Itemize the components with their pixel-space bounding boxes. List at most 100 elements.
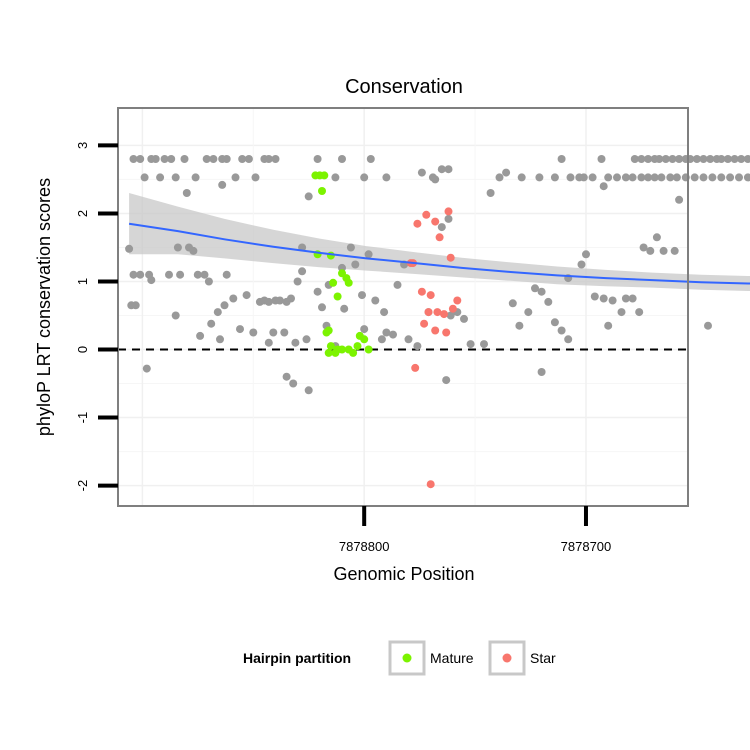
data-point (204, 277, 213, 286)
data-point (668, 155, 677, 163)
data-point (413, 219, 422, 228)
data-point (360, 173, 369, 182)
data-point (435, 233, 444, 242)
data-point (706, 155, 715, 163)
y-tick-label: -2 (75, 480, 90, 492)
data-point (193, 270, 202, 279)
data-point (657, 173, 666, 182)
data-point (167, 155, 176, 163)
data-point (393, 280, 402, 289)
data-point (264, 155, 273, 163)
data-point (426, 480, 435, 489)
data-point (320, 171, 329, 180)
data-point (360, 335, 369, 344)
data-point (231, 173, 240, 182)
data-point (165, 270, 173, 279)
data-point (437, 165, 446, 174)
legend-label: Mature (430, 650, 474, 666)
plot-area (117, 107, 750, 507)
data-point (630, 155, 639, 163)
data-point (338, 345, 346, 354)
data-point (382, 328, 391, 337)
data-point (444, 214, 453, 223)
data-point (422, 210, 431, 219)
chart-title: Conservation (345, 76, 463, 98)
legend-entry-mature: Mature (388, 640, 474, 676)
y-tick-label: 3 (75, 142, 90, 149)
data-point (242, 291, 251, 300)
data-point (129, 155, 138, 163)
y-tick-label: 1 (75, 278, 90, 285)
data-point (637, 173, 646, 182)
data-point (743, 173, 750, 182)
data-point (236, 325, 244, 334)
data-point (151, 155, 160, 163)
data-point (420, 319, 429, 328)
data-point (655, 155, 664, 163)
data-point (515, 321, 524, 330)
data-point (136, 155, 145, 163)
data-point (287, 294, 295, 303)
data-point (140, 173, 149, 182)
data-point (351, 260, 360, 269)
data-point (628, 173, 637, 182)
smooth-curve (128, 222, 750, 285)
data-point (466, 340, 475, 349)
data-point (440, 310, 448, 319)
data-point (371, 296, 380, 305)
data-point (717, 173, 726, 182)
data-point (293, 277, 302, 286)
data-point (431, 175, 440, 184)
data-point (213, 308, 222, 317)
data-point (404, 335, 413, 344)
data-point (524, 308, 533, 317)
data-point (579, 173, 588, 182)
data-point (282, 372, 291, 381)
data-point (590, 292, 599, 301)
data-point (171, 173, 180, 182)
data-point (550, 318, 559, 327)
x-axis-label: Genomic Position (333, 564, 474, 584)
data-point (304, 192, 313, 201)
data-point (413, 342, 422, 351)
data-point (298, 267, 307, 276)
data-point (723, 155, 732, 163)
data-point (302, 335, 311, 344)
legend-title: Hairpin partition (243, 650, 351, 666)
data-point (251, 173, 260, 182)
data-point (613, 173, 621, 182)
data-point (675, 155, 684, 163)
y-tick-label: 0 (75, 346, 90, 353)
data-point (275, 296, 284, 305)
data-point (628, 294, 637, 303)
data-point (599, 294, 608, 303)
data-point (437, 223, 446, 232)
data-point (127, 301, 136, 310)
data-point (431, 217, 440, 226)
data-point (535, 173, 544, 182)
data-point (377, 335, 386, 344)
data-point (692, 155, 701, 163)
data-point (737, 155, 746, 163)
data-point (209, 155, 218, 163)
legend-swatch (402, 653, 412, 663)
data-point (480, 340, 488, 349)
data-point (222, 270, 231, 279)
data-point (389, 330, 397, 339)
legend-entry-star: Star (488, 640, 556, 676)
y-tick-label: 2 (75, 210, 90, 217)
data-point (313, 287, 322, 296)
legend-entries: Mature Star (388, 640, 556, 676)
data-point (145, 270, 154, 279)
legend-key (488, 640, 526, 676)
data-point (582, 250, 590, 259)
plot-border (117, 107, 689, 507)
plot-background (118, 108, 688, 506)
data-point (304, 386, 313, 395)
data-point (424, 308, 433, 317)
data-point (269, 328, 278, 337)
data-point (486, 189, 495, 197)
data-point (289, 379, 298, 388)
data-point (588, 173, 597, 182)
